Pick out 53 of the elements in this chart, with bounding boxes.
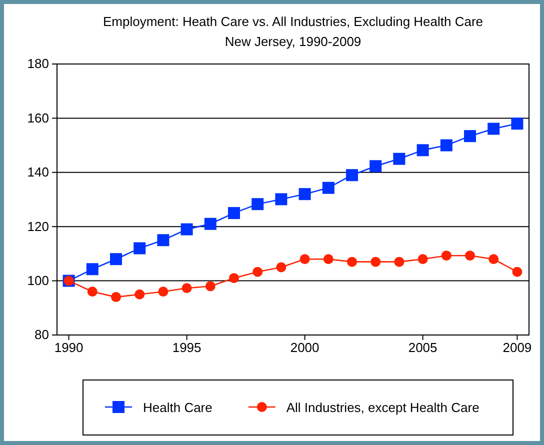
point	[393, 152, 406, 165]
point	[110, 253, 122, 266]
point	[298, 188, 311, 200]
y-tick-label: 80	[34, 327, 49, 342]
x-tick-label: 2000	[290, 340, 320, 356]
legend-label: Health Care	[143, 400, 212, 415]
point	[394, 256, 404, 267]
point	[300, 254, 310, 264]
point	[346, 169, 358, 182]
point	[158, 286, 168, 297]
point	[323, 254, 334, 264]
point	[86, 263, 98, 276]
point	[488, 122, 500, 135]
point	[228, 207, 240, 220]
point	[441, 250, 452, 261]
x-tick-label: 1995	[172, 340, 202, 356]
point	[134, 289, 145, 300]
point	[252, 198, 264, 210]
point	[180, 223, 193, 236]
point	[416, 144, 429, 156]
point	[512, 266, 522, 277]
y-tick-label: 160	[27, 110, 49, 126]
x-tick-label: 2005	[408, 340, 438, 356]
y-tick-label: 100	[27, 272, 49, 288]
point	[275, 193, 288, 206]
point	[111, 292, 121, 302]
y-tick-label: 140	[27, 164, 49, 180]
point	[322, 182, 334, 194]
point	[511, 118, 524, 130]
point	[276, 262, 286, 272]
y-tick-label: 120	[27, 218, 49, 234]
point	[465, 250, 475, 261]
point	[205, 281, 216, 292]
chart-title: Employment: Heath Care vs. All Industries, Excluding Health Care	[102, 14, 484, 29]
legend-label: All Industries, except Health Care	[286, 400, 480, 415]
point	[87, 286, 98, 297]
point	[370, 256, 381, 267]
point	[488, 254, 499, 264]
point	[418, 254, 428, 264]
point	[464, 130, 476, 142]
chart-subtitle: New Jersey, 1990-2009	[224, 34, 362, 49]
point	[440, 139, 452, 152]
point	[370, 160, 382, 172]
x-tick-label: 2009	[502, 340, 532, 356]
point	[157, 234, 170, 246]
point	[229, 273, 239, 284]
x-tick-label: 1990	[54, 340, 84, 356]
point	[134, 242, 146, 254]
point	[204, 218, 216, 230]
y-tick-label: 180	[27, 56, 49, 72]
point	[182, 283, 192, 294]
point	[347, 256, 357, 267]
point	[252, 266, 263, 277]
